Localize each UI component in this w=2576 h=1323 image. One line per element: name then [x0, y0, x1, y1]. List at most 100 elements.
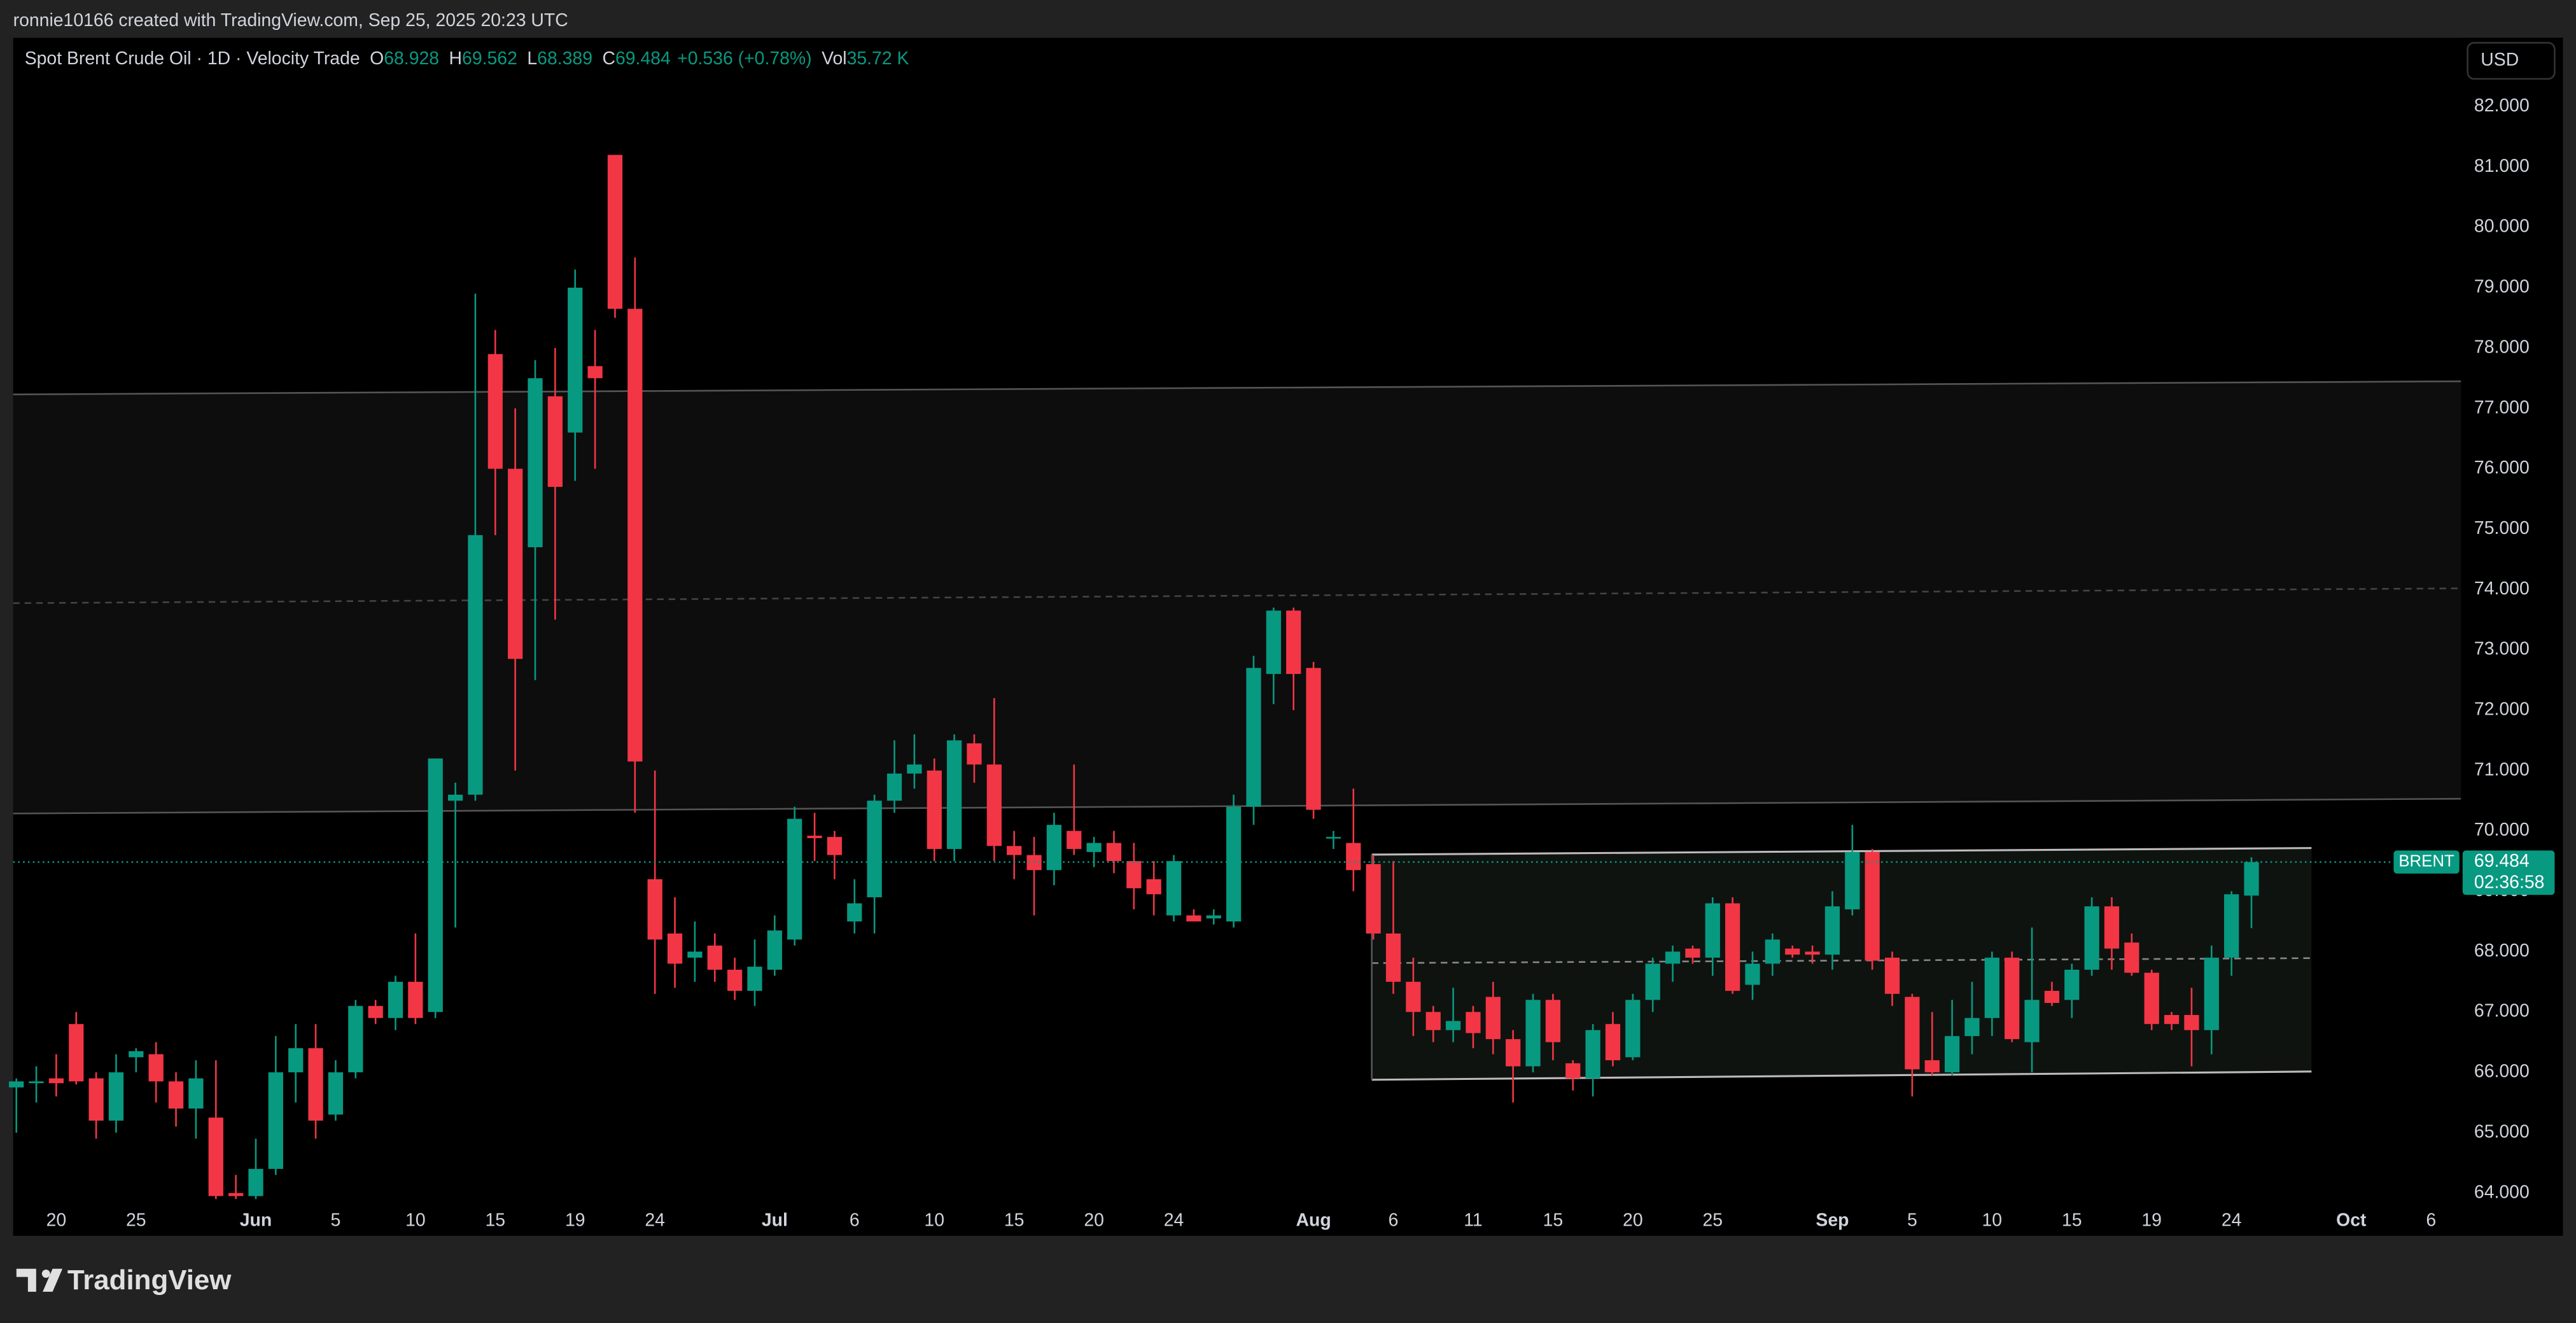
candle-body: [1186, 915, 1201, 921]
y-tick-label: 67.000: [2474, 1001, 2530, 1021]
candle-body: [607, 155, 623, 309]
candle-body: [48, 1078, 64, 1084]
x-tick-label: Jun: [240, 1210, 272, 1230]
candle-body: [627, 309, 643, 762]
candle-body: [2244, 862, 2259, 896]
candle-body: [2064, 969, 2080, 1000]
y-tick-label: 68.000: [2474, 941, 2530, 961]
candle-body: [1865, 851, 1880, 961]
range-zone: [13, 381, 2461, 814]
ohlc-label: O: [370, 48, 384, 68]
candle-body: [1685, 948, 1700, 958]
candle-body: [867, 801, 882, 898]
x-tick-label: 15: [1004, 1210, 1025, 1230]
x-tick-label: 25: [1702, 1210, 1723, 1230]
ohlc-label: C: [602, 48, 615, 68]
candle-body: [1366, 864, 1381, 934]
x-tick-label: 6: [2426, 1210, 2436, 1230]
y-tick-label: 71.000: [2474, 759, 2530, 780]
candle-body: [1605, 1024, 1621, 1061]
candle-body: [2104, 906, 2120, 949]
ohlc-label: L: [527, 48, 537, 68]
candle-body: [1565, 1063, 1581, 1079]
candle-body: [1905, 997, 1920, 1070]
candle-body: [1765, 939, 1780, 964]
candle-body: [886, 773, 902, 801]
candle-body: [1924, 1060, 1940, 1073]
candle-body: [2144, 972, 2159, 1025]
y-tick-label: 70.000: [2474, 820, 2530, 840]
candles: [9, 155, 2461, 1200]
candle-body: [1346, 843, 1361, 871]
currency-label[interactable]: USD: [2481, 50, 2519, 70]
y-tick-label: 75.000: [2474, 518, 2530, 538]
logo-dot: [41, 1270, 50, 1278]
price-tag: [2462, 850, 2555, 895]
y-tick-label: 73.000: [2474, 639, 2530, 659]
candle-body: [1466, 1012, 1481, 1033]
candle-body: [1246, 668, 1261, 807]
candle-body: [1385, 933, 1401, 982]
x-tick-label: 6: [850, 1210, 860, 1230]
candle-body: [1266, 610, 1281, 675]
x-tick-label: 20: [1084, 1210, 1104, 1230]
candle-body: [228, 1193, 244, 1196]
open-value: 68.928: [384, 48, 439, 68]
candle-body: [1585, 1030, 1600, 1079]
x-tick-label: 24: [2222, 1210, 2242, 1230]
candle-body: [468, 535, 483, 795]
symbol-tag-label: BRENT: [2398, 852, 2454, 870]
candle-body: [368, 1005, 383, 1018]
candle-body: [308, 1048, 323, 1121]
x-tick-label: 24: [1164, 1210, 1184, 1230]
candle-body: [528, 378, 543, 547]
candle-body: [1425, 1012, 1441, 1030]
currency-button[interactable]: [2467, 41, 2556, 80]
y-tick-label: 64.000: [2474, 1182, 2530, 1202]
candle-body: [1046, 825, 1062, 871]
footer: [0, 1236, 2576, 1323]
candle-body: [188, 1078, 204, 1109]
channel-zone: [1371, 848, 2312, 1080]
candle-body: [1067, 830, 1082, 850]
candle-body: [1944, 1036, 1960, 1073]
volume-value: 35.72 K: [847, 48, 909, 68]
candle-body: [1226, 806, 1242, 921]
candle-body: [1665, 951, 1681, 964]
candle-body: [807, 836, 822, 839]
chart-title: Spot Brent Crude Oil · 1D · Velocity Tra…: [25, 48, 360, 68]
candle-body: [447, 794, 463, 801]
candle-body: [847, 903, 862, 921]
candle-body: [1645, 963, 1660, 1000]
x-tick-label: 15: [486, 1210, 506, 1230]
candle-body: [1984, 957, 1999, 1018]
candle-body: [108, 1072, 124, 1121]
x-tick-label: 10: [924, 1210, 944, 1230]
candle-body: [767, 930, 782, 970]
candle-body: [927, 770, 942, 850]
candle-body: [1206, 915, 1221, 919]
channel-bottom-line: [1371, 1070, 2312, 1081]
y-tick-label: 79.000: [2474, 277, 2530, 297]
x-tick-label: 10: [1982, 1210, 2003, 1230]
channel-top-line: [1371, 847, 2312, 856]
candle-body: [787, 818, 802, 940]
candle-body: [647, 879, 662, 940]
countdown: 02:36:58: [2474, 872, 2544, 893]
x-tick-label: 11: [1464, 1210, 1482, 1230]
candle-body: [148, 1054, 164, 1082]
channel-mid-line: [1371, 957, 2312, 964]
candle-body: [707, 945, 722, 970]
x-tick-label: 5: [331, 1210, 341, 1230]
candle-body: [1725, 903, 1740, 991]
candle-body: [408, 981, 423, 1018]
candle-body: [29, 1081, 44, 1084]
candle-body: [1007, 846, 1022, 855]
candle-body: [288, 1048, 304, 1073]
symbol-header: Spot Brent Crude Oil · 1D · Velocity Tra…: [25, 48, 909, 68]
y-tick-label: 78.000: [2474, 337, 2530, 357]
x-tick-label: 25: [126, 1210, 146, 1230]
candle-body: [1126, 861, 1142, 888]
close-value: 69.484: [615, 48, 671, 68]
